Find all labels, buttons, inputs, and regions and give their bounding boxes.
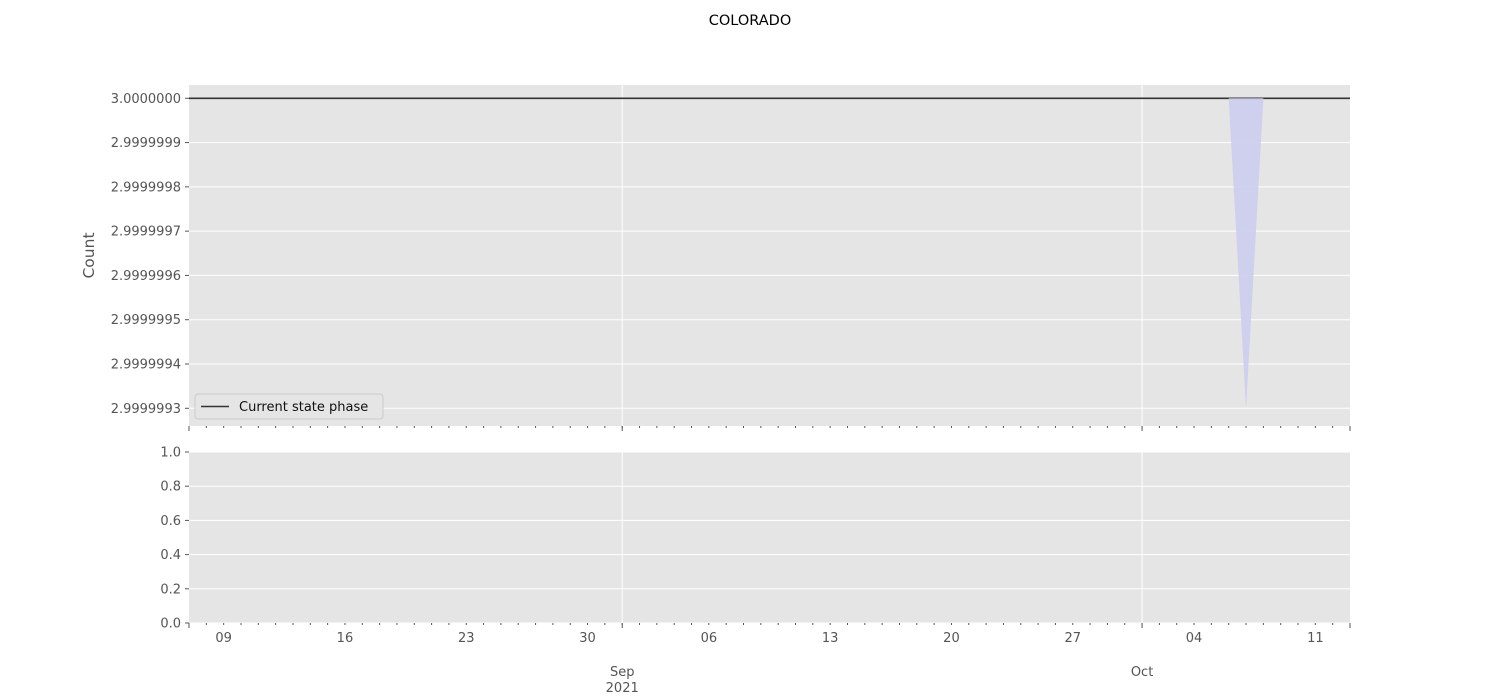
x-tick-label: 30 — [579, 631, 596, 646]
y-tick-label: 2.9999993 — [111, 402, 181, 417]
y-tick-label: 2.9999998 — [111, 180, 181, 195]
legend: Current state phase — [194, 393, 384, 420]
x-major-tick-label: Oct — [1131, 665, 1153, 680]
y-tick-label: 0.0 — [160, 617, 181, 632]
uncertainty-band — [1228, 98, 1264, 409]
x-tick-label: 20 — [943, 631, 960, 646]
y-axis-label: Count — [80, 232, 98, 278]
legend-box — [194, 393, 384, 420]
y-tick-label: 0.2 — [160, 582, 181, 597]
y-tick-label: 0.4 — [160, 548, 181, 563]
y-tick-label: 2.9999999 — [111, 136, 181, 151]
x-tick-label: 06 — [701, 631, 718, 646]
top-panel: 2.9999993 2.9999994 2.9999995 2.9999996 2.99… — [80, 85, 1351, 431]
y-tick-label: 0.6 — [160, 514, 181, 529]
plot-area — [189, 452, 1350, 623]
x-tick-label: 09 — [215, 631, 232, 646]
plot-area — [189, 85, 1350, 426]
x-tick-label: 27 — [1064, 631, 1081, 646]
chart-title: COLORADO — [709, 13, 792, 29]
y-tick-label: 0.8 — [160, 480, 181, 495]
x-major-tick-label: Sep 2021 — [606, 665, 639, 696]
bottom-panel: 0.0 0.2 0.4 0.6 0.8 1.0 — [160, 446, 1351, 632]
x-tick-label: 04 — [1186, 631, 1203, 646]
x-tick-label: 13 — [822, 631, 839, 646]
x-tick-label: 16 — [337, 631, 354, 646]
y-tick-label: 2.9999997 — [111, 225, 181, 240]
x-axis: 09 16 23 30 06 13 20 27 04 11 Sep 2021 Oct — [215, 631, 1323, 696]
x-tick-label: 11 — [1307, 631, 1324, 646]
y-tick-label: 2.9999996 — [111, 269, 181, 284]
legend-label: Current state phase — [239, 400, 368, 415]
y-tick-label: 1.0 — [160, 446, 181, 461]
y-tick-label: 2.9999994 — [111, 358, 181, 373]
x-tick-label: 23 — [458, 631, 475, 646]
y-tick-label: 3.0000000 — [111, 92, 181, 107]
y-tick-label: 2.9999995 — [111, 313, 181, 328]
